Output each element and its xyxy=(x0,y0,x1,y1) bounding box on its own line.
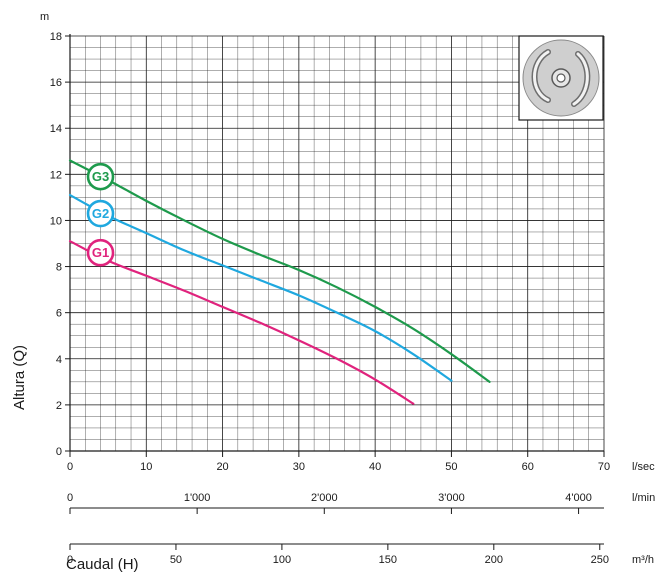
badge-g2 xyxy=(86,199,115,228)
x-tick-label: 50 xyxy=(445,461,457,473)
curve-g2 xyxy=(68,193,453,382)
impeller-icon xyxy=(518,35,604,121)
x-tick-label: 20 xyxy=(216,461,228,473)
y-tick-label: 12 xyxy=(50,169,62,181)
y-tick-label: 18 xyxy=(50,31,62,43)
y-tick-label: 6 xyxy=(56,308,62,320)
performance-curves xyxy=(68,159,491,405)
x-tick-label: 30 xyxy=(293,461,305,473)
x-unit-label: l/min xyxy=(632,492,655,504)
badge-label-g1: G1 xyxy=(92,245,109,260)
x-tick-label: 0 xyxy=(67,461,73,473)
x-tick-label: 70 xyxy=(598,461,610,473)
y-tick-label: 0 xyxy=(56,446,62,458)
x-unit-label: m³/h xyxy=(632,554,654,566)
x-tick-label: 50 xyxy=(170,554,182,566)
x-tick-label: 150 xyxy=(379,554,397,566)
x-tick-label: 1'000 xyxy=(184,492,211,504)
x-tick-label: 2'000 xyxy=(311,492,338,504)
x-axis-label: Caudal (H) xyxy=(66,556,139,573)
x-tick-label: 10 xyxy=(140,461,152,473)
x-tick-label: 200 xyxy=(485,554,503,566)
y-tick-label: 8 xyxy=(56,262,62,274)
y-tick-label: 10 xyxy=(50,215,62,227)
y-tick-label: 4 xyxy=(56,354,62,366)
y-axis-ticks: 0 2 4 6 8 10 12 14 16 18 xyxy=(50,31,70,458)
x-tick-label: 60 xyxy=(522,461,534,473)
y-tick-label: 2 xyxy=(56,400,62,412)
curve-g3 xyxy=(68,159,491,383)
badge-g1 xyxy=(86,238,115,267)
minor-gridlines xyxy=(70,36,604,451)
badge-g3 xyxy=(86,162,115,191)
x-tick-label: 3'000 xyxy=(438,492,465,504)
x-tick-label: 100 xyxy=(273,554,291,566)
y-tick-label: 14 xyxy=(50,123,62,135)
y-unit-label: m xyxy=(40,11,49,23)
curve-g1 xyxy=(68,240,415,405)
x-axes: 0 10 20 30 40 50 60 70 l/sec 0 1'000 2'000 3'000 4'00… xyxy=(67,450,655,566)
curve-labels: G3 G2 G1 xyxy=(86,162,115,267)
x-tick-label: 40 xyxy=(369,461,381,473)
badge-label-g2: G2 xyxy=(92,206,109,221)
x-unit-label: l/sec xyxy=(632,461,655,473)
x-tick-label: 250 xyxy=(591,554,609,566)
y-axis-label: Altura (Q) xyxy=(11,345,28,410)
x-tick-label: 0 xyxy=(67,492,73,504)
x-tick-label: 4'000 xyxy=(565,492,592,504)
y-tick-label: 16 xyxy=(50,77,62,89)
badge-label-g3: G3 xyxy=(92,169,109,184)
x-tick-label: 0 xyxy=(67,554,73,566)
y-axis-unit: m xyxy=(40,11,49,23)
